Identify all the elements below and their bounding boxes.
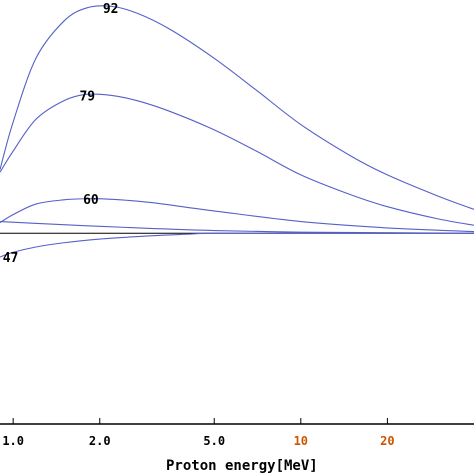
x-tick-label: 1.0 bbox=[2, 434, 24, 448]
curves bbox=[0, 5, 474, 258]
series-line-60 bbox=[0, 198, 474, 233]
x-tick-label: 5.0 bbox=[203, 434, 225, 448]
x-ticks: 1.0 2.0 5.0 10 20 bbox=[2, 418, 395, 448]
x-tick-label: 2.0 bbox=[89, 434, 111, 448]
x-tick-label: 10 bbox=[294, 434, 308, 448]
x-tick-label: 20 bbox=[380, 434, 394, 448]
curve-labels: 92 79 60 47 bbox=[3, 2, 119, 266]
series-line-92 bbox=[0, 5, 474, 210]
x-axis-label: Proton energy[MeV] bbox=[166, 458, 318, 474]
series-label-92: 92 bbox=[103, 2, 119, 17]
series-line-47 bbox=[0, 232, 474, 258]
series-label-79: 79 bbox=[79, 89, 95, 104]
series-line-79 bbox=[0, 93, 474, 226]
series-label-47: 47 bbox=[3, 251, 19, 266]
series-label-60: 60 bbox=[83, 193, 99, 208]
